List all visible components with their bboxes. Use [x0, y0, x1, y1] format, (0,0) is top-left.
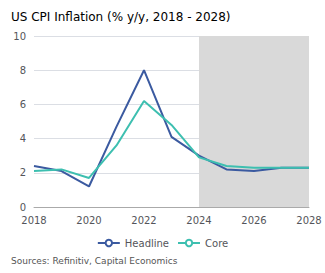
svg-text:2: 2 — [20, 167, 26, 178]
svg-text:2022: 2022 — [131, 215, 156, 226]
svg-text:2026: 2026 — [241, 215, 266, 226]
svg-text:6: 6 — [20, 99, 26, 110]
svg-text:Core: Core — [205, 238, 228, 249]
svg-text:2028: 2028 — [296, 215, 321, 226]
svg-text:2020: 2020 — [76, 215, 101, 226]
svg-text:10: 10 — [13, 31, 26, 42]
svg-text:0: 0 — [20, 202, 26, 213]
svg-text:Headline: Headline — [125, 238, 169, 249]
svg-text:Sources: Refinitiv, Capital Ec: Sources: Refinitiv, Capital Economics — [11, 256, 178, 266]
svg-text:2024: 2024 — [186, 215, 211, 226]
svg-text:US CPI Inflation (% y/y, 2018: US CPI Inflation (% y/y, 2018 - 2028) — [11, 10, 231, 24]
svg-text:4: 4 — [20, 133, 26, 144]
svg-text:2018: 2018 — [21, 215, 46, 226]
svg-text:8: 8 — [20, 65, 26, 76]
